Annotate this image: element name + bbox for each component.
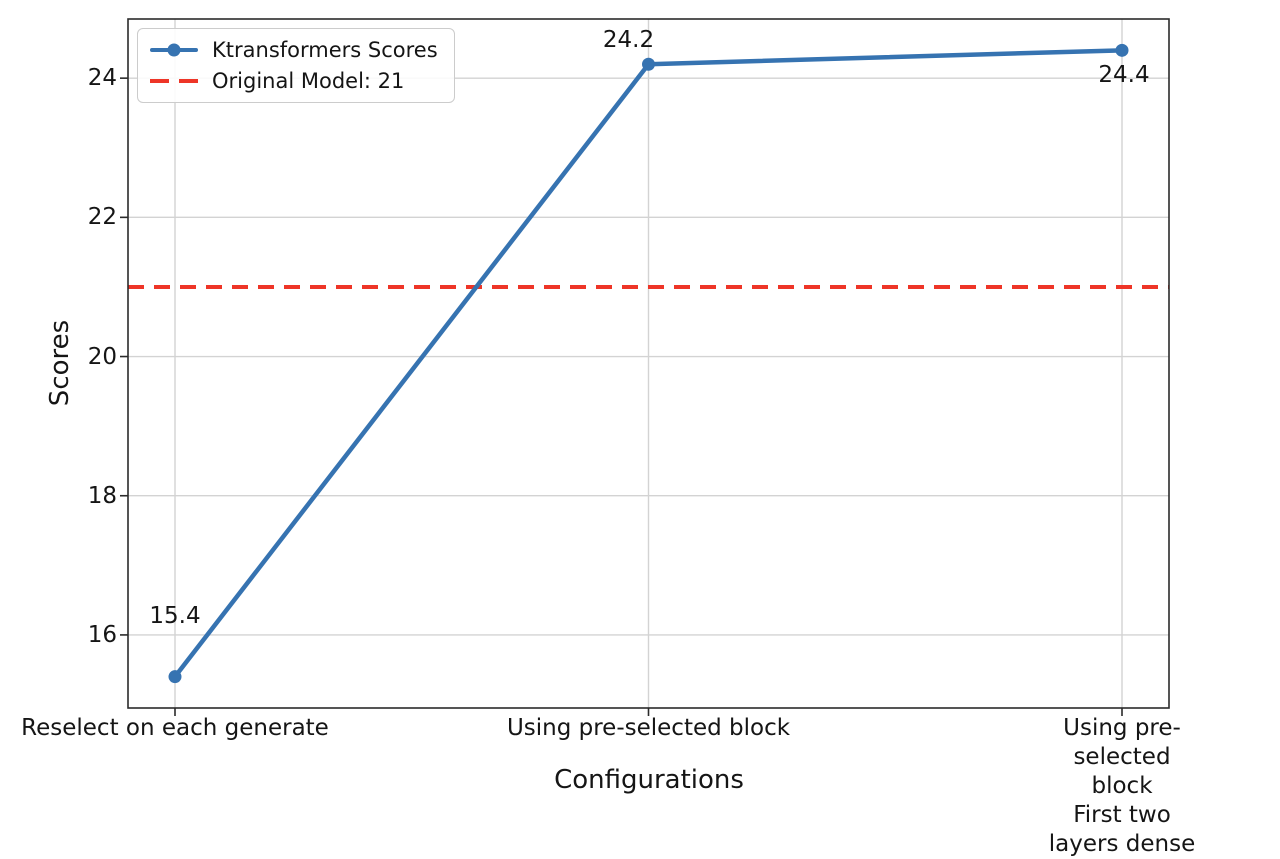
data-point-marker xyxy=(642,57,655,71)
plot-area xyxy=(120,18,1170,716)
legend-item-ktransformers-scores: Ktransformers Scores xyxy=(150,38,438,62)
legend-item-label: Ktransformers Scores xyxy=(212,38,438,62)
line-marker-swatch-icon xyxy=(150,48,198,52)
x-axis-label: Configurations xyxy=(554,765,744,795)
data-point-marker xyxy=(1115,43,1129,57)
data-point-marker xyxy=(168,670,182,684)
legend: Ktransformers Scores Original Model: 21 xyxy=(137,28,455,103)
line-chart-figure: 16 18 20 22 24 Reselect on each generate Using… xyxy=(0,0,1280,803)
y-axis-label: Scores xyxy=(45,319,75,407)
dashed-line-swatch-icon xyxy=(150,79,198,83)
legend-item-label: Original Model: 21 xyxy=(212,69,405,93)
legend-item-original-model: Original Model: 21 xyxy=(150,69,438,93)
